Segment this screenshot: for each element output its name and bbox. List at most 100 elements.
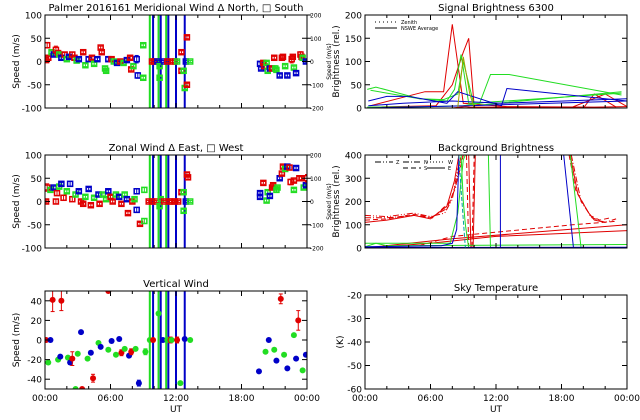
- data-point: [290, 332, 297, 339]
- data-point: [187, 337, 194, 343]
- series-line-blue-2: [368, 98, 627, 107]
- y-tick-label: 0: [36, 198, 42, 208]
- plot-area: [365, 155, 627, 248]
- plot-area: [45, 291, 307, 389]
- data-point: [75, 188, 83, 195]
- y-tick-right-label: -100: [310, 222, 324, 229]
- data-point: [45, 54, 52, 62]
- series-line-red-rise-1: [365, 224, 627, 248]
- legend-label: W: [448, 160, 453, 166]
- y-axis-label: Brightness (rel.): [332, 165, 342, 237]
- data-point: [263, 197, 270, 204]
- data-point: [177, 380, 184, 387]
- data-point: [184, 174, 192, 181]
- series-line-green-1: [365, 155, 466, 244]
- data-point: [124, 209, 132, 217]
- legend: Z NS WE: [375, 160, 453, 172]
- data-point: [156, 62, 163, 70]
- y-tick-right-label: -200: [310, 106, 324, 113]
- data-point: [135, 380, 142, 387]
- data-point: [295, 317, 302, 324]
- y-tick-right-label: 0: [310, 59, 314, 66]
- x-tick-label: 00:00: [352, 394, 378, 404]
- y-axis-label: (K): [336, 336, 346, 349]
- data-point: [79, 48, 87, 56]
- data-point: [97, 343, 104, 350]
- data-point: [53, 189, 61, 197]
- plot-area: [45, 15, 307, 108]
- data-point: [289, 53, 297, 61]
- data-point: [281, 62, 289, 70]
- legend-label: E: [448, 166, 451, 172]
- y-tick-right-label: 200: [310, 153, 322, 160]
- y-tick-label: 0: [36, 337, 42, 347]
- y-tick-label: 50: [351, 81, 363, 91]
- data-point: [132, 345, 139, 352]
- series-line-red-e: [365, 155, 460, 223]
- data-point: [90, 60, 98, 68]
- series-line-green-2: [370, 61, 622, 107]
- data-point: [140, 41, 147, 49]
- panel-skytemp: -60 -50 -40 -30 -20 (K) Sky Temperature 00:00 06…: [336, 283, 640, 415]
- data-point: [52, 198, 60, 205]
- series-line-red-evening-2: [570, 155, 617, 223]
- data-point: [133, 55, 140, 63]
- data-point: [156, 202, 163, 210]
- data-point: [82, 193, 89, 201]
- series-line-green-1: [367, 54, 622, 104]
- data-point: [183, 34, 191, 41]
- data-point: [273, 357, 280, 364]
- data-point: [286, 164, 293, 171]
- y-axis-label: Speed (m/s): [12, 34, 22, 89]
- data-point: [302, 181, 307, 189]
- data-point: [116, 336, 123, 343]
- series-line-red-2: [370, 38, 627, 108]
- chart-title: Sky Temperature: [454, 283, 538, 294]
- y-tick-label: 150: [345, 35, 362, 45]
- data-point: [105, 291, 112, 294]
- data-point: [66, 180, 74, 188]
- x-tick-label: 00:00: [614, 394, 640, 404]
- data-point: [290, 186, 298, 194]
- data-point: [168, 337, 175, 343]
- data-point: [140, 74, 147, 82]
- y-tick-label: -100: [22, 105, 43, 115]
- data-point: [142, 348, 149, 355]
- series-line-blue-1: [368, 87, 627, 107]
- x-tick-label: 12:00: [163, 394, 189, 404]
- data-point: [186, 58, 194, 65]
- y-tick-label: 50: [31, 175, 43, 185]
- legend-label: N: [424, 160, 428, 166]
- y-tick-label: 300: [345, 175, 362, 185]
- data-point: [279, 53, 287, 61]
- data-point: [99, 191, 107, 198]
- chart-title: Signal Brightness 6300: [438, 3, 554, 14]
- data-point: [265, 337, 272, 343]
- y-tick-right-label: -200: [310, 246, 324, 253]
- x-tick-label: 12:00: [483, 394, 509, 404]
- data-point: [47, 337, 54, 343]
- data-point: [183, 81, 191, 88]
- y-tick-label: 100: [345, 58, 362, 68]
- y-tick-right-label: 200: [310, 13, 322, 20]
- data-point: [278, 170, 286, 177]
- data-point: [118, 349, 125, 356]
- series-line-blue-3: [563, 155, 574, 248]
- data-point: [160, 58, 168, 65]
- data-point: [262, 348, 269, 355]
- data-point: [87, 201, 95, 209]
- data-point: [130, 62, 137, 70]
- data-point: [276, 72, 283, 79]
- data-point: [90, 375, 97, 382]
- data-point: [266, 192, 274, 200]
- data-point: [87, 349, 94, 356]
- data-point: [174, 198, 182, 205]
- series-line-blue-3: [365, 100, 627, 108]
- data-point: [292, 69, 300, 77]
- series-line-blue-1: [365, 155, 460, 248]
- data-point: [181, 336, 188, 343]
- data-point: [273, 66, 280, 74]
- series-line-green-4: [569, 155, 582, 248]
- data-point: [98, 48, 106, 56]
- y-tick-label: -20: [347, 292, 362, 302]
